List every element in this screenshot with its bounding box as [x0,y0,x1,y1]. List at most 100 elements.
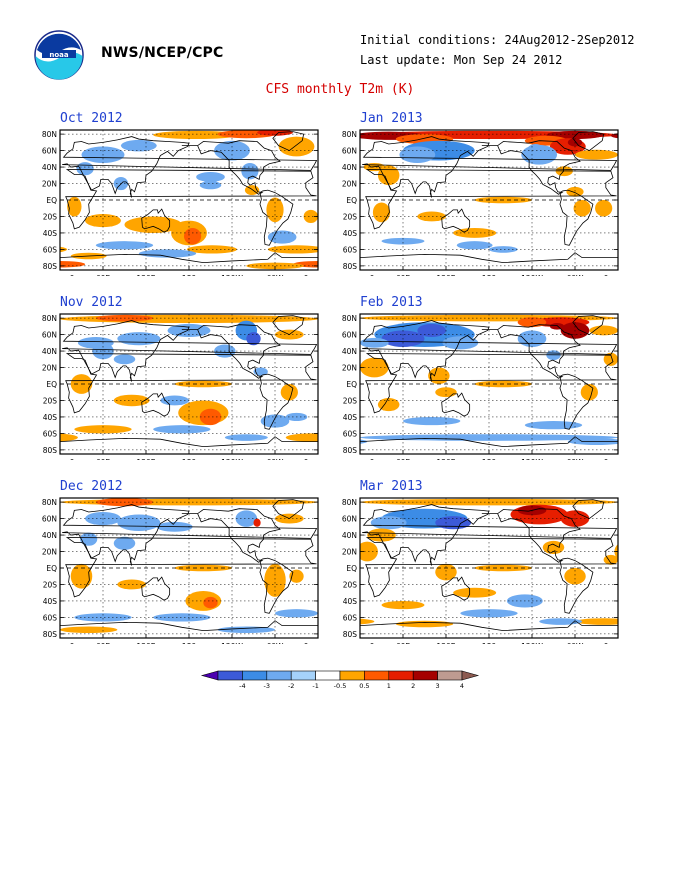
colorbar-label: 1 [387,682,391,690]
lat-tick-label: 40S [43,229,58,238]
colorbar-label: 0.5 [359,682,369,690]
coastlines [60,315,318,454]
anomaly-area [253,518,261,527]
anomaly-area [566,186,584,197]
coastline [360,620,618,638]
lon-tick-label: 60W [267,458,285,460]
anomaly-area [278,136,315,157]
lat-tick-label: 80S [43,262,58,271]
coastline [360,252,618,270]
anomaly-area [203,596,218,609]
lat-tick-label: 60S [343,429,358,438]
colorbar-label: -1 [312,682,318,690]
map-panel-dec-2012: 80N 60N 40N 20N EQ 20S 40S 60S 80S 0 60E 120E 180 120… [42,497,328,644]
anomaly-area [113,354,136,365]
colorbar-segment [412,670,438,681]
lat-tick-label: 20N [342,364,357,373]
coastline [141,576,171,601]
colorbar-low-arrow [200,670,219,681]
lat-tick-label: 20N [42,180,57,189]
colorbar-label: -3 [264,682,270,690]
anomaly-area [183,228,202,245]
coastline [559,373,594,430]
lat-tick-label: 40N [42,163,57,172]
lat-tick-label: 80N [42,498,57,507]
coastline [62,320,318,382]
coastline [441,576,471,601]
anomaly-area [575,618,618,625]
anomaly-area [318,315,328,323]
anomaly-area [489,246,518,253]
anomaly-area [285,433,318,442]
anomaly-area [318,626,328,633]
map-panel-feb-2013: 80N 60N 40N 20N EQ 20S 40S 60S 80S 0 60E 120E 180 120… [342,313,628,460]
coastline [481,508,581,563]
color-scale-legend: -4 -3 -2 -1 -0.5 0.5 1 2 3 4 [200,670,480,690]
lat-tick-label: 40N [42,531,57,540]
lat-tick-label: 20S [343,396,358,405]
lon-tick-label: 60W [267,274,285,276]
anomaly-area [453,587,497,598]
coastline [259,557,294,614]
anomaly-area [618,131,628,139]
colorbar-label: -2 [288,682,294,690]
lat-tick-label: EQ [46,380,57,389]
anomaly-layer [60,314,328,442]
coastline [362,320,618,382]
lon-tick-label: 120W [521,458,543,460]
map-panel-oct-2012: 80N 60N 40N 20N EQ 20S 40S 60S 80S 0 60E 120E 180 120… [42,129,319,276]
lon-tick-label: 0 [370,458,375,460]
anomaly-area [618,434,628,441]
coastline [259,373,294,430]
colorbar-segment [242,670,268,681]
lat-tick-label: 40S [343,229,358,238]
lat-tick-label: 40N [342,347,357,356]
lat-tick-label: 80S [43,446,58,455]
anomaly-area [120,139,157,152]
anomaly-area [456,241,493,250]
lon-tick-label: 60W [567,458,585,460]
anomaly-area [113,536,136,550]
lon-tick-label: 60E [96,642,111,644]
coastlines [360,131,618,270]
anomaly-area [76,162,94,176]
lat-tick-label: 20S [343,212,358,221]
anomaly-area [241,162,259,180]
lon-tick-label: 60E [396,274,411,276]
anomaly-area [377,165,400,186]
anomaly-area [67,196,82,217]
lon-tick-label: 0 [70,274,75,276]
anomaly-layer [360,498,618,628]
coastline [60,436,318,454]
lon-tick-label: 60E [396,642,411,644]
coastline [62,136,318,198]
anomaly-area [196,172,225,182]
lat-tick-label: 20S [343,580,358,589]
grid-lines [60,314,318,454]
lat-tick-label: 60N [42,515,57,524]
lat-tick-label: 60S [43,429,58,438]
lon-tick-label: 60W [567,642,585,644]
lat-tick-label: 60S [343,613,358,622]
anomaly-area [70,563,93,589]
panel-title-4: Dec 2012 [60,479,123,494]
lon-tick-label: 0 [70,642,75,644]
grid-lines [360,130,618,270]
lat-tick-label: 80S [343,446,358,455]
agency-label: NWS/NCEP/CPC [101,45,224,61]
lat-tick-label: 80S [43,630,58,639]
coastline [60,620,318,638]
coastline [572,315,605,336]
anomaly-area [589,325,618,336]
anomaly-area [280,384,298,401]
anomaly-area [403,416,461,426]
anomaly-area [117,332,161,346]
coastline [572,499,605,520]
anomaly-area [580,384,598,401]
anomaly-area [246,332,261,346]
coastline [141,208,171,233]
anomaly-area [138,249,197,258]
anomaly-area [264,563,286,597]
anomaly-area [360,618,375,625]
lon-tick-label: 180 [182,274,197,276]
